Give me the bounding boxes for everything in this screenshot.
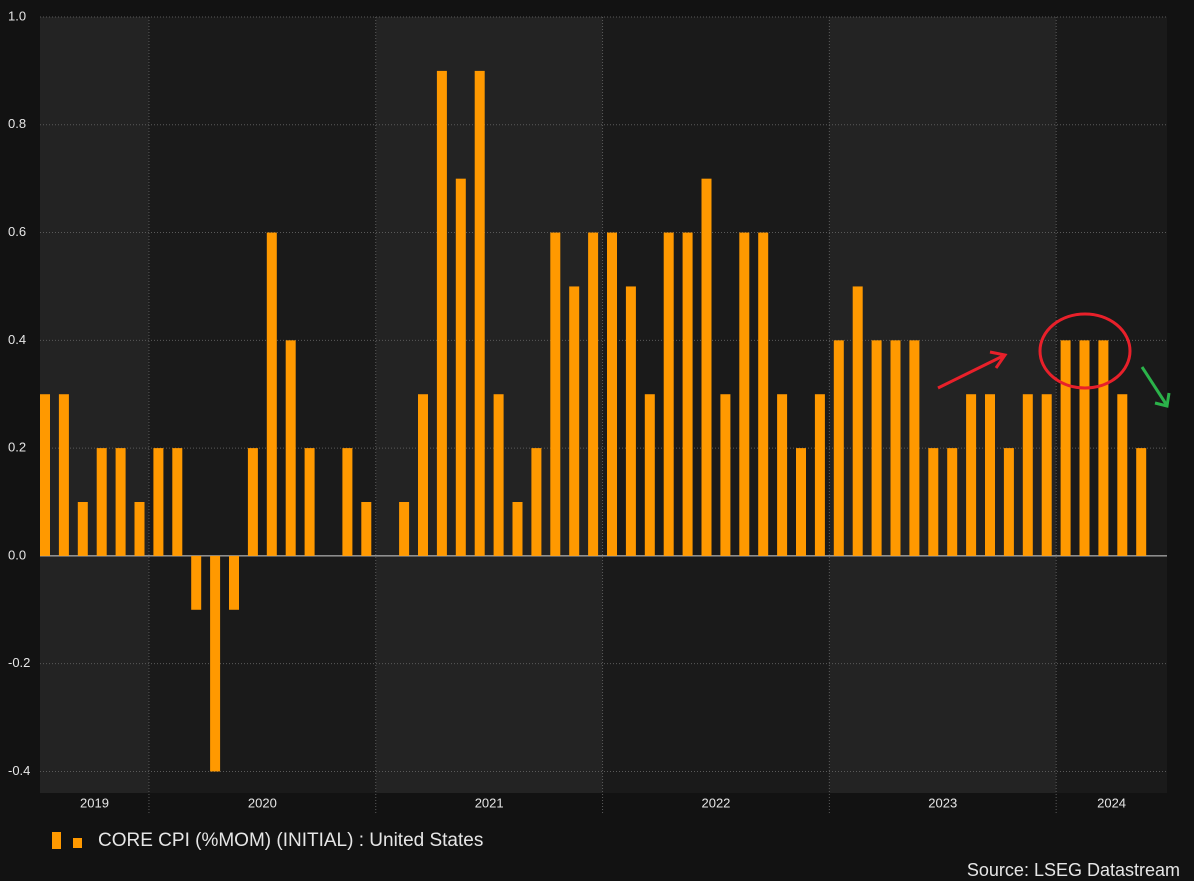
bar [682,232,693,556]
bar [172,448,183,556]
bar [871,340,882,556]
source: Source: LSEG Datastream [967,860,1180,880]
bar [531,448,542,556]
bar [1136,448,1147,556]
year-band [829,17,1057,793]
bar [1117,394,1128,556]
bar [796,448,806,556]
legend-swatch [52,832,61,849]
bar [210,555,221,772]
bar [266,232,277,556]
year-band [602,17,830,793]
bar [947,448,958,556]
bar [285,340,296,556]
bar [550,232,561,556]
annotation [937,312,1171,408]
legend-swatch [73,838,82,848]
bar [153,448,164,556]
x-tick-label: 2019 [80,795,109,810]
bar [96,448,107,556]
year-band [148,17,376,793]
bar [304,448,315,556]
bar [418,394,428,556]
bar [607,232,617,556]
y-tick-label: 0.4 [8,332,26,347]
bar [1041,394,1052,556]
x-tick-label: 2020 [248,795,277,810]
bar [1079,340,1090,556]
bar [115,448,126,556]
y-tick-label: 0.6 [8,224,26,239]
bar [40,394,50,556]
bar [663,232,674,556]
bar [588,232,599,556]
bar [58,394,69,556]
bar [134,502,145,556]
x-tick-label: 2021 [475,795,504,810]
bar [852,286,863,556]
bar [474,70,485,556]
bar [720,394,731,556]
bar [436,70,447,556]
bar [890,340,901,556]
bar [1022,394,1033,556]
bar [814,394,825,556]
y-tick-label: 0.0 [8,547,26,562]
bar [644,394,655,556]
bar [928,448,939,556]
bar [1098,340,1109,556]
bar [569,286,580,556]
bar [966,394,977,556]
bar [247,448,258,556]
bar [739,232,750,556]
bar [399,502,410,556]
y-tick-label: 0.8 [8,116,26,131]
bar [342,448,353,556]
bar [229,555,239,610]
y-tick-label: -0.2 [8,655,30,670]
bar [77,502,88,556]
bar [833,340,844,556]
bar [361,502,372,556]
bar [985,394,995,556]
year-band [40,17,149,793]
x-tick-label: 2022 [701,795,730,810]
x-tick-label: 2023 [928,795,957,810]
bar [701,178,712,556]
y-tick-label: -0.4 [8,763,30,778]
legend-label: CORE CPI (%MOM) (INITIAL) : United State… [98,830,483,851]
bar [625,286,636,556]
bar [777,394,788,556]
bar [493,394,504,556]
bar [512,502,523,556]
bar [1003,448,1014,556]
bar [455,178,466,556]
bar [758,232,769,556]
y-tick-label: 1.0 [8,8,26,23]
bar [1060,340,1071,556]
year-band [1056,17,1167,793]
bar [909,340,920,556]
x-tick-label: 2024 [1097,795,1126,810]
y-tick-label: 0.2 [8,440,26,455]
year-band [375,17,603,793]
bar [191,555,202,610]
